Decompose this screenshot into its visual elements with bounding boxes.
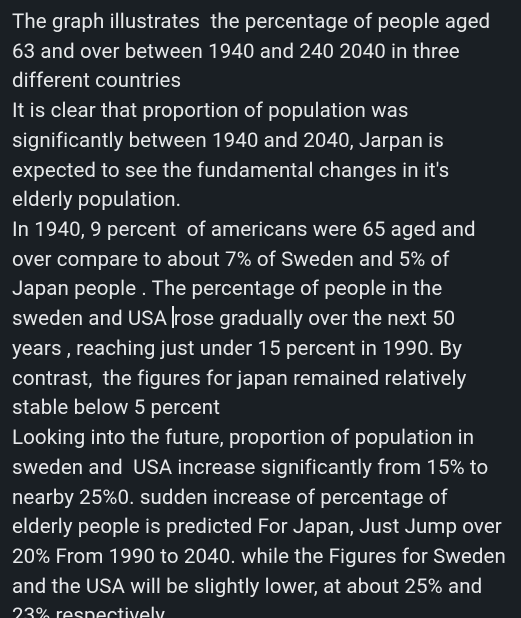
- paragraph-segment: It is clear that proportion of populatio…: [12, 99, 454, 212]
- essay-text[interactable]: The graph illustrates the percentage of …: [0, 0, 521, 618]
- paragraph-segment: The graph illustrates the percentage of …: [12, 10, 495, 93]
- paragraph-segment: Looking into the future, proportion of p…: [12, 426, 511, 618]
